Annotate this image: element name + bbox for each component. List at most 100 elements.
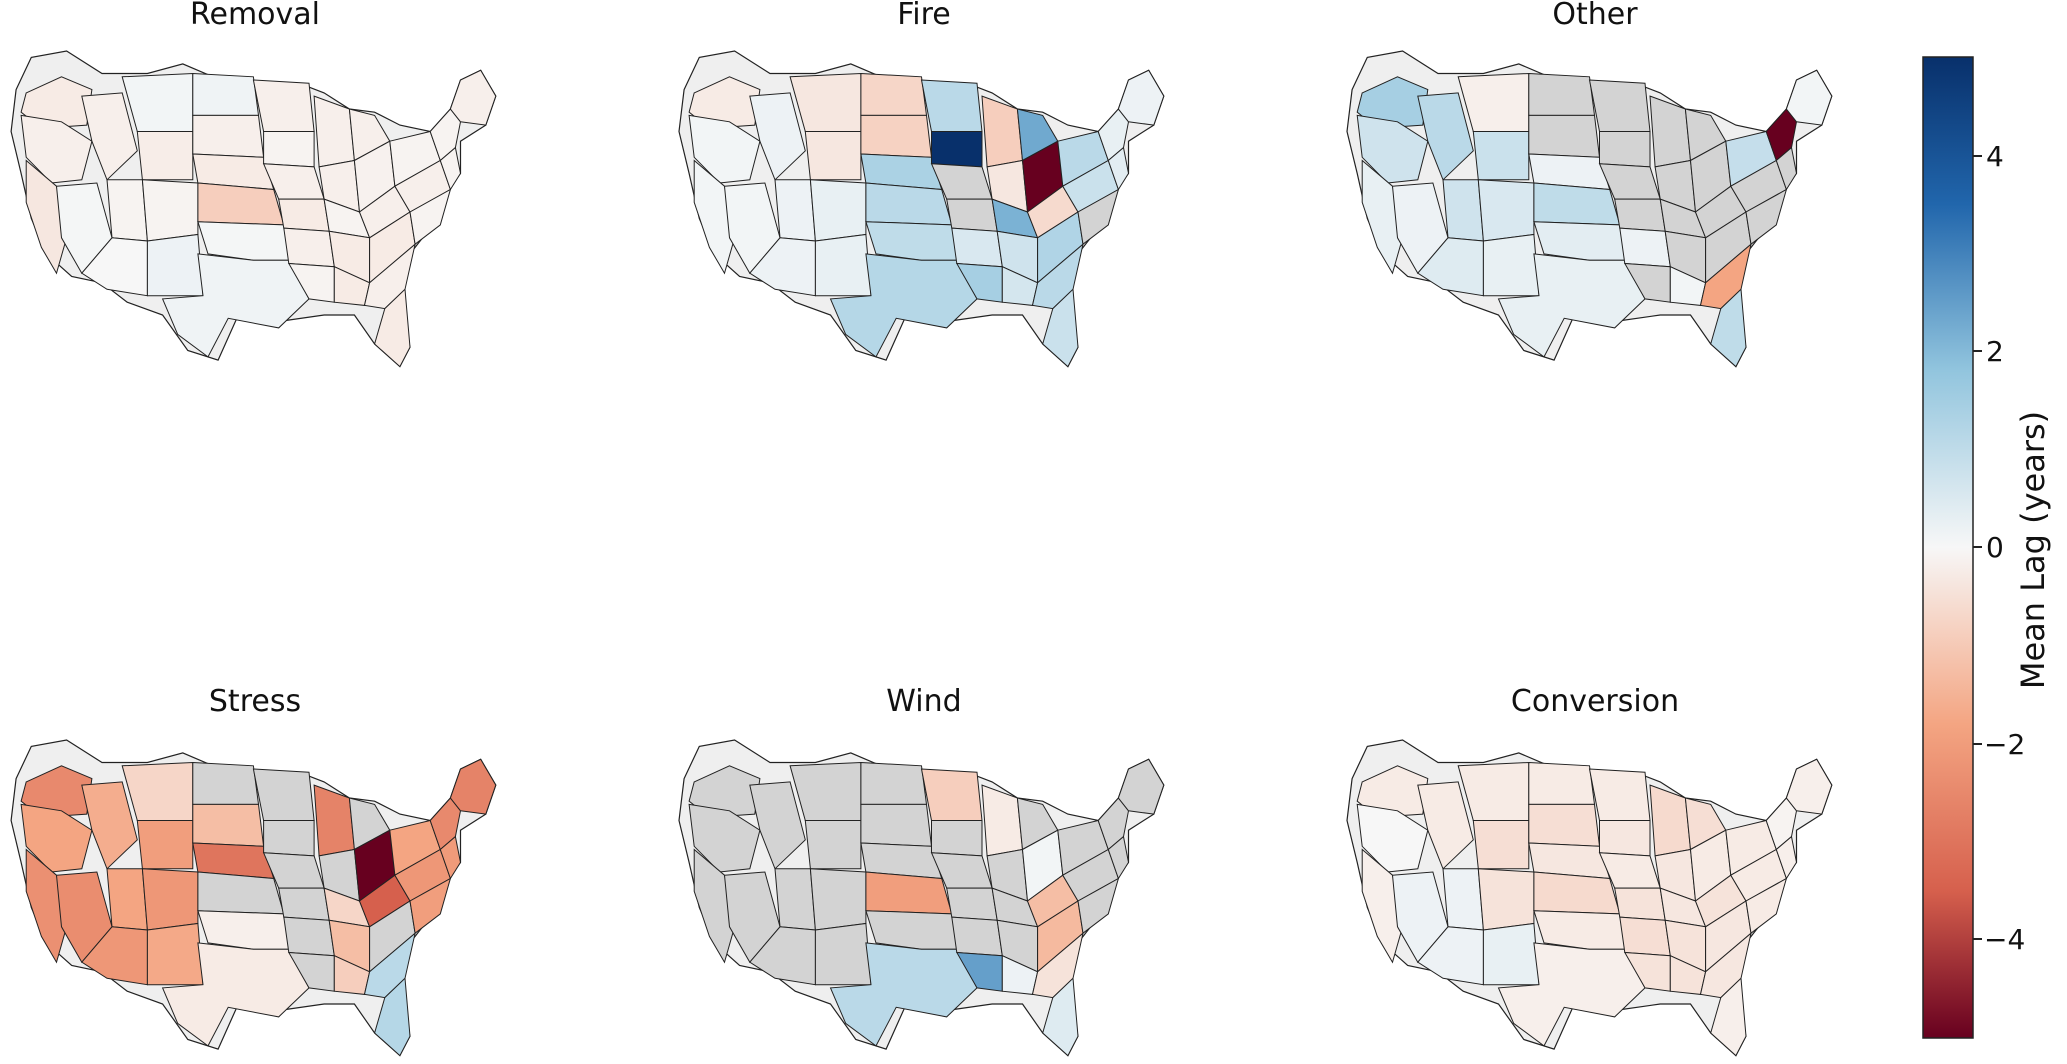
state-region xyxy=(1588,768,1651,821)
state-region xyxy=(1775,146,1798,191)
state-region xyxy=(981,784,1024,857)
state-region xyxy=(197,871,285,915)
state-region xyxy=(920,79,983,132)
state-region xyxy=(409,877,452,935)
colorbar: 4 2 0 −2 −4 Mean Lag (years) xyxy=(1922,56,2052,1039)
state-region xyxy=(1765,797,1798,851)
state-region xyxy=(1356,765,1429,818)
state-region xyxy=(409,188,452,246)
panel-title: Conversion xyxy=(1511,684,1679,719)
state-region xyxy=(920,768,983,821)
state-region xyxy=(814,922,872,986)
state-region xyxy=(313,95,355,168)
state-region xyxy=(449,758,497,815)
state-region xyxy=(1097,797,1130,851)
state-region xyxy=(1497,253,1646,358)
state-region xyxy=(197,221,290,261)
state-region xyxy=(1356,76,1429,129)
state-region xyxy=(1614,198,1666,232)
state-region xyxy=(951,227,1003,268)
state-region xyxy=(688,803,761,873)
state-region xyxy=(749,781,806,870)
state-region xyxy=(1117,758,1165,815)
panel-title: Fire xyxy=(897,0,951,32)
state-region xyxy=(283,227,335,268)
colorbar-tick-label: −4 xyxy=(1984,923,2025,956)
state-region xyxy=(197,910,290,950)
state-region xyxy=(146,233,204,297)
state-region xyxy=(1528,803,1601,847)
state-region xyxy=(1417,92,1474,181)
map-panel-removal: Removal xyxy=(10,0,497,368)
state-region xyxy=(374,288,411,368)
state-region xyxy=(688,114,761,184)
state-region xyxy=(688,765,761,818)
state-region xyxy=(252,768,315,821)
state-region xyxy=(1107,146,1130,191)
state-region xyxy=(1533,182,1621,226)
state-region xyxy=(283,916,335,957)
state-region xyxy=(278,887,330,921)
maps-layer: Removal Fire Other Stress Wind Conversion xyxy=(10,0,1833,1057)
colorbar-scale xyxy=(1922,56,1974,1039)
state-region xyxy=(809,179,867,242)
state-region xyxy=(1356,114,1429,184)
state-region xyxy=(106,868,148,931)
state-region xyxy=(263,131,315,168)
panel-title: Removal xyxy=(190,0,320,32)
state-region xyxy=(146,922,204,986)
state-region xyxy=(81,781,138,870)
state-region xyxy=(1497,942,1646,1047)
map-panel-other: Other xyxy=(1346,0,1833,368)
state-region xyxy=(814,233,872,297)
state-region xyxy=(1042,288,1079,368)
state-region xyxy=(1472,820,1530,870)
state-region xyxy=(1775,835,1798,880)
map-panel-stress: Stress xyxy=(10,684,497,1057)
state-region xyxy=(20,803,93,873)
state-region xyxy=(1472,131,1530,181)
state-region xyxy=(161,942,310,1047)
state-region xyxy=(1482,922,1540,986)
state-region xyxy=(1077,188,1120,246)
state-region xyxy=(1477,179,1535,242)
state-region xyxy=(1417,781,1474,870)
state-region xyxy=(1745,188,1788,246)
state-region xyxy=(192,803,265,847)
state-region xyxy=(197,182,285,226)
state-region xyxy=(865,221,958,261)
state-region xyxy=(860,803,933,847)
state-region xyxy=(1477,868,1535,931)
state-region xyxy=(865,871,953,915)
state-region xyxy=(313,784,355,857)
state-region xyxy=(1619,227,1671,268)
state-region xyxy=(981,95,1024,168)
state-region xyxy=(136,820,194,870)
state-region xyxy=(774,179,816,242)
state-region xyxy=(1528,114,1601,158)
state-region xyxy=(1077,877,1120,935)
state-region xyxy=(809,868,867,931)
map-panel-fire: Fire xyxy=(678,0,1165,368)
state-region xyxy=(429,797,462,851)
state-region xyxy=(1599,820,1651,857)
state-region xyxy=(1356,803,1429,873)
state-region xyxy=(1649,95,1692,168)
state-region xyxy=(429,108,462,162)
state-region xyxy=(1042,977,1079,1057)
state-region xyxy=(1745,877,1788,935)
state-region xyxy=(1533,871,1621,915)
state-region xyxy=(860,761,928,805)
state-region xyxy=(1710,288,1747,368)
state-region xyxy=(931,131,983,168)
colorbar-tick-label: 2 xyxy=(1986,335,2004,368)
state-region xyxy=(865,910,958,950)
state-region xyxy=(1765,108,1798,162)
state-region xyxy=(1599,131,1651,168)
state-region xyxy=(141,179,199,242)
state-region xyxy=(192,761,260,805)
state-region xyxy=(1649,784,1692,857)
state-region xyxy=(1117,69,1165,126)
